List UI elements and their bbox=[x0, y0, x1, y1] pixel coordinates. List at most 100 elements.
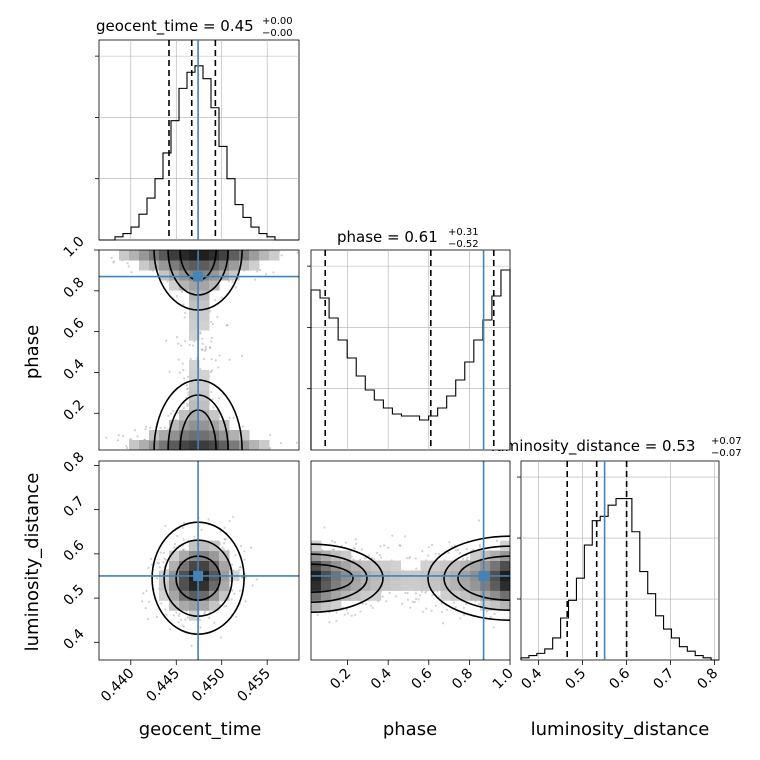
scatter-point bbox=[364, 602, 368, 606]
scatter-point bbox=[231, 589, 234, 592]
scatter-point bbox=[405, 556, 408, 560]
density-cell bbox=[470, 560, 481, 571]
title-geocent-time-minus: −0.00 bbox=[262, 28, 293, 39]
title-luminosity-distance: luminosity_distance = 0.53 bbox=[491, 437, 695, 456]
density-cell bbox=[159, 270, 170, 281]
density-cell bbox=[189, 320, 200, 331]
scatter-point bbox=[464, 602, 468, 606]
density-cell bbox=[490, 560, 501, 571]
scatter-point bbox=[191, 344, 195, 347]
density-cell bbox=[420, 560, 431, 571]
density-cell bbox=[460, 560, 471, 571]
scatter-point bbox=[214, 359, 217, 362]
truth-marker-geocent_time-luminosity_distance bbox=[193, 570, 204, 581]
density-cell bbox=[490, 600, 501, 611]
density-cell bbox=[149, 260, 160, 271]
scatter-point bbox=[199, 626, 202, 629]
density-cell bbox=[311, 540, 322, 552]
scatter-point bbox=[328, 621, 331, 624]
density-cell bbox=[199, 560, 210, 571]
scatter-point bbox=[240, 354, 244, 357]
density-cell bbox=[360, 590, 372, 601]
scatter-point bbox=[169, 412, 172, 415]
scatter-point bbox=[166, 280, 169, 283]
scatter-point bbox=[448, 541, 451, 544]
title-geocent-time-plus: +0.00 bbox=[262, 16, 293, 27]
scatter-point bbox=[147, 566, 150, 569]
density-cell bbox=[189, 410, 200, 421]
scatter-point bbox=[427, 554, 430, 557]
scatter-point bbox=[441, 622, 445, 625]
density-cell bbox=[199, 270, 210, 281]
hist-frame-geocent_time bbox=[98, 39, 300, 241]
density-cell bbox=[239, 440, 250, 450]
scatter-point bbox=[316, 613, 319, 617]
scatter-point bbox=[174, 542, 177, 546]
scatter-point bbox=[258, 269, 262, 272]
density-cell bbox=[209, 550, 220, 561]
scatter-point bbox=[159, 551, 162, 554]
scatter-point bbox=[220, 296, 223, 299]
scatter-point bbox=[112, 260, 115, 263]
scatter-point bbox=[218, 354, 221, 357]
density-cell bbox=[239, 260, 250, 271]
density-cell bbox=[330, 590, 342, 601]
density-cell bbox=[199, 430, 210, 441]
scatter-point bbox=[186, 375, 189, 379]
scatter-point bbox=[414, 592, 417, 595]
scatter-point bbox=[333, 541, 336, 544]
scatter-point bbox=[345, 608, 348, 611]
density-cell bbox=[219, 250, 230, 261]
density-cell bbox=[249, 440, 260, 450]
scatter-point bbox=[378, 554, 381, 557]
scatter-panel-geocent_time-luminosity_distance bbox=[98, 460, 300, 661]
density-cell bbox=[169, 440, 180, 450]
density-cell bbox=[229, 250, 240, 261]
scatter-point bbox=[239, 545, 243, 548]
scatter-point bbox=[296, 251, 299, 254]
truth-marker-phase-luminosity_distance bbox=[478, 570, 489, 581]
density-cell bbox=[189, 250, 200, 261]
scatter-point bbox=[210, 358, 213, 361]
scatter-point bbox=[125, 444, 128, 448]
density-cell bbox=[179, 260, 190, 271]
scatter-point bbox=[160, 602, 163, 605]
density-cell bbox=[239, 430, 250, 441]
scatter-point bbox=[203, 349, 207, 352]
scatter-point bbox=[238, 568, 241, 571]
density-cell bbox=[311, 550, 322, 561]
density-cell bbox=[169, 430, 180, 441]
scatter-point bbox=[157, 561, 161, 565]
scatter-point bbox=[343, 613, 346, 616]
title-phase-plus: +0.31 bbox=[448, 227, 479, 238]
scatter-point bbox=[167, 414, 170, 417]
hist-panel-phase bbox=[307, 249, 511, 451]
scatter-point bbox=[176, 411, 180, 414]
density-cell bbox=[159, 440, 170, 450]
scatter-point bbox=[172, 614, 175, 617]
ylabel-luminosity-distance: luminosity_distance bbox=[22, 473, 43, 652]
scatter-point bbox=[465, 558, 468, 561]
scatter-point bbox=[200, 348, 203, 351]
scatter-point bbox=[244, 576, 247, 579]
density-cell bbox=[430, 560, 441, 571]
ylabel-phase: phase bbox=[22, 325, 43, 379]
scatter-point bbox=[142, 592, 145, 595]
scatter-point bbox=[370, 556, 373, 560]
scatter-point bbox=[208, 345, 212, 349]
density-cell bbox=[179, 270, 190, 281]
scatter-point bbox=[373, 558, 376, 561]
density-cell bbox=[219, 580, 230, 591]
density-cell bbox=[119, 250, 130, 261]
scatter-point bbox=[440, 610, 444, 614]
scatter-point bbox=[420, 590, 423, 593]
scatter-point bbox=[164, 608, 167, 611]
scatter-point bbox=[335, 619, 338, 623]
scatter-point bbox=[431, 594, 434, 597]
density-cell bbox=[249, 250, 260, 261]
scatter-point bbox=[323, 526, 326, 529]
density-cell bbox=[259, 250, 270, 261]
scatter-point bbox=[379, 556, 383, 559]
scatter-point bbox=[385, 600, 388, 603]
density-cell bbox=[360, 580, 372, 591]
